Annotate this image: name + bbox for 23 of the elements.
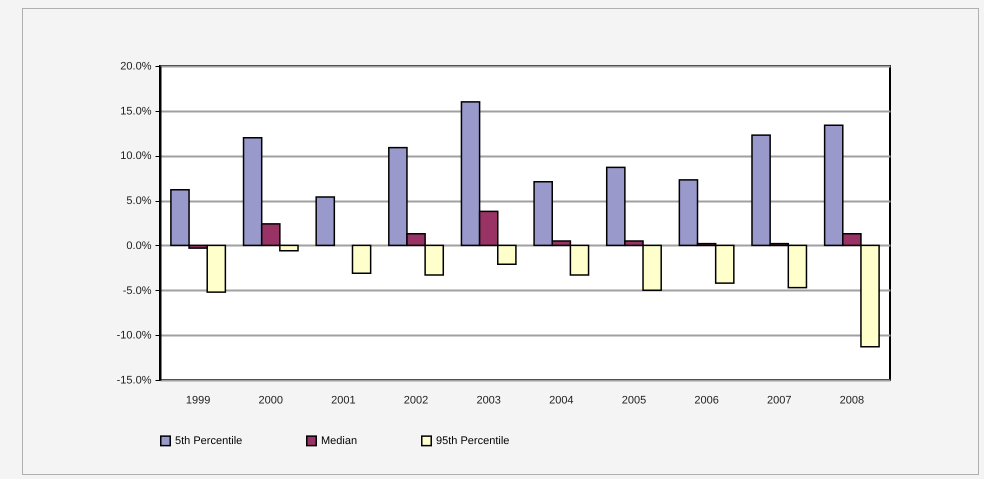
- y-tick-label: -15.0%: [116, 374, 152, 386]
- y-tick-label: 5.0%: [126, 195, 152, 208]
- y-tick-label: -5.0%: [122, 284, 152, 297]
- x-tick-label: 2008: [840, 394, 864, 406]
- x-tick-label: 2001: [331, 394, 356, 406]
- y-tick-label: 20.0%: [120, 60, 152, 72]
- x-tick-label: 2006: [694, 394, 719, 406]
- legend-label: Median: [321, 434, 358, 447]
- bar: [352, 244, 372, 274]
- x-tick-label: 1999: [186, 394, 210, 406]
- x-tick-label: 2005: [622, 394, 646, 406]
- legend-label: 5th Percentile: [175, 434, 242, 447]
- x-tick-label: 2003: [476, 394, 501, 406]
- legend-label: 95th Percentile: [436, 434, 510, 447]
- bar: [315, 196, 336, 246]
- x-tick-label: 2007: [766, 394, 792, 406]
- y-tick-label: 0.0%: [126, 240, 152, 252]
- y-tick-label: -10.0%: [116, 330, 152, 342]
- y-tick-label: 15.0%: [120, 105, 152, 118]
- y-tick-label: 10.0%: [120, 150, 152, 162]
- x-tick-label: 2004: [549, 394, 574, 406]
- x-tick-label: 2002: [404, 394, 428, 406]
- x-tick-label: 2000: [258, 394, 284, 406]
